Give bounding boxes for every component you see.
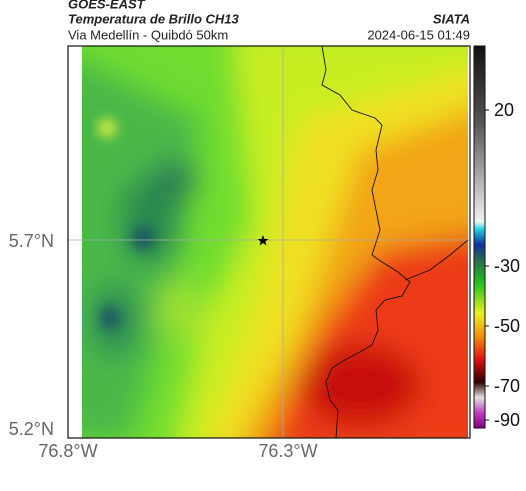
colorbar-label: -30 (494, 256, 520, 276)
lon-label: 76.8°W (38, 441, 97, 461)
subtitle: Temperatura de Brillo CH13 (68, 11, 240, 26)
organization: SIATA (433, 11, 470, 26)
brightness-temperature-image (82, 46, 468, 438)
location-marker (257, 235, 269, 246)
colorbar-label: -70 (494, 376, 520, 396)
colorbar-label: -90 (494, 410, 520, 430)
colorbar-label: 20 (494, 100, 514, 120)
borders (321, 45, 469, 439)
region: Via Medellín - Quibdó 50km (68, 27, 228, 42)
map-frame (67, 45, 471, 439)
lon-label: 76.3°W (258, 441, 317, 461)
lat-label: 5.7°N (9, 231, 54, 251)
lat-label: 5.2°N (9, 419, 54, 439)
timestamp: 2024-06-15 01:49 (367, 27, 470, 42)
title: GOES-EAST (68, 0, 146, 11)
colorbar (473, 45, 486, 429)
colorbar-label: -50 (494, 316, 520, 336)
colorbar-ticks (485, 109, 489, 421)
